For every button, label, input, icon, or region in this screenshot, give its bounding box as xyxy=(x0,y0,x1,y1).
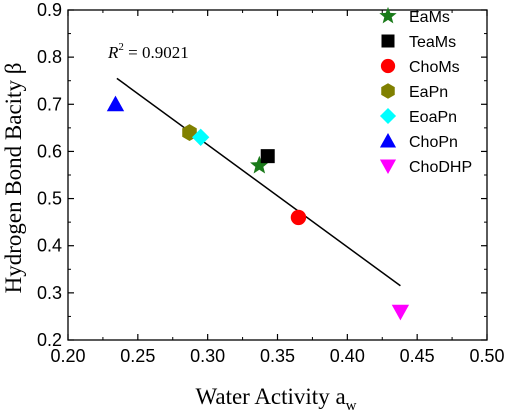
x-tick-label: 0.45 xyxy=(400,346,435,366)
legend-label-teams: TeaMs xyxy=(409,34,456,51)
y-tick-label: 0.8 xyxy=(37,47,62,67)
data-point-eoapn xyxy=(192,128,210,146)
r2-superscript: 2 xyxy=(118,41,124,53)
x-tick-label: 0.35 xyxy=(260,346,295,366)
r-squared-annotation: R2 = 0.9021 xyxy=(107,41,189,62)
legend-marker-chodhp xyxy=(379,159,397,175)
y-tick-label: 0.5 xyxy=(37,189,62,209)
x-tick-label: 0.20 xyxy=(50,346,85,366)
data-point-eams xyxy=(250,155,269,174)
y-axis-title: Hydrogen Bond Bacity β xyxy=(1,63,26,294)
x-tick-label: 0.40 xyxy=(330,346,365,366)
y-tick-label: 0.3 xyxy=(37,283,62,303)
r2-symbol: R xyxy=(107,43,119,62)
legend-label-eapn: EaPn xyxy=(409,84,448,101)
legend-marker-chopn xyxy=(379,132,397,148)
data-points xyxy=(106,95,410,321)
legend-marker-eams xyxy=(379,6,397,24)
legend-label-chodhp: ChoDHP xyxy=(409,159,472,176)
y-tick-label: 0.7 xyxy=(37,94,62,114)
x-tick-label: 0.30 xyxy=(190,346,225,366)
legend-marker-eoapn xyxy=(379,107,397,125)
r2-value: = 0.9021 xyxy=(124,43,189,62)
x-axis-title: Water Activity aw xyxy=(196,384,357,412)
regression-line-group xyxy=(116,77,401,287)
x-tick-label: 0.50 xyxy=(469,346,504,366)
x-axis-title-subscript: w xyxy=(346,398,357,412)
y-tick-label: 0.6 xyxy=(37,141,62,161)
legend-marker-choms xyxy=(380,58,396,74)
legend-label-chopn: ChoPn xyxy=(409,134,458,151)
legend-marker-eapn xyxy=(381,83,395,99)
legend-label-choms: ChoMs xyxy=(409,59,460,76)
data-point-choms xyxy=(290,209,307,226)
legend-label-eoapn: EoaPn xyxy=(409,109,457,126)
legend-marker-teams xyxy=(381,34,395,48)
data-point-teams xyxy=(260,149,275,164)
legend-label-eams: EaMs xyxy=(409,9,450,26)
legend: EaMs TeaMs ChoMs EaPn EoaPn ChoPn ChoDHP xyxy=(379,6,472,176)
axis-ticks: 0.20 0.25 0.30 0.35 0.40 0.45 0.50 0.2 0.3 0.4 0.5… xyxy=(37,0,505,366)
x-tick-label: 0.25 xyxy=(120,346,155,366)
x-axis-title-main: Water Activity a xyxy=(196,384,346,409)
y-tick-label: 0.9 xyxy=(37,0,62,20)
data-point-chopn xyxy=(106,95,125,112)
regression-line xyxy=(116,77,401,287)
y-tick-label: 0.4 xyxy=(37,236,62,256)
data-point-chodhp xyxy=(391,304,410,321)
y-tick-label: 0.2 xyxy=(37,330,62,350)
